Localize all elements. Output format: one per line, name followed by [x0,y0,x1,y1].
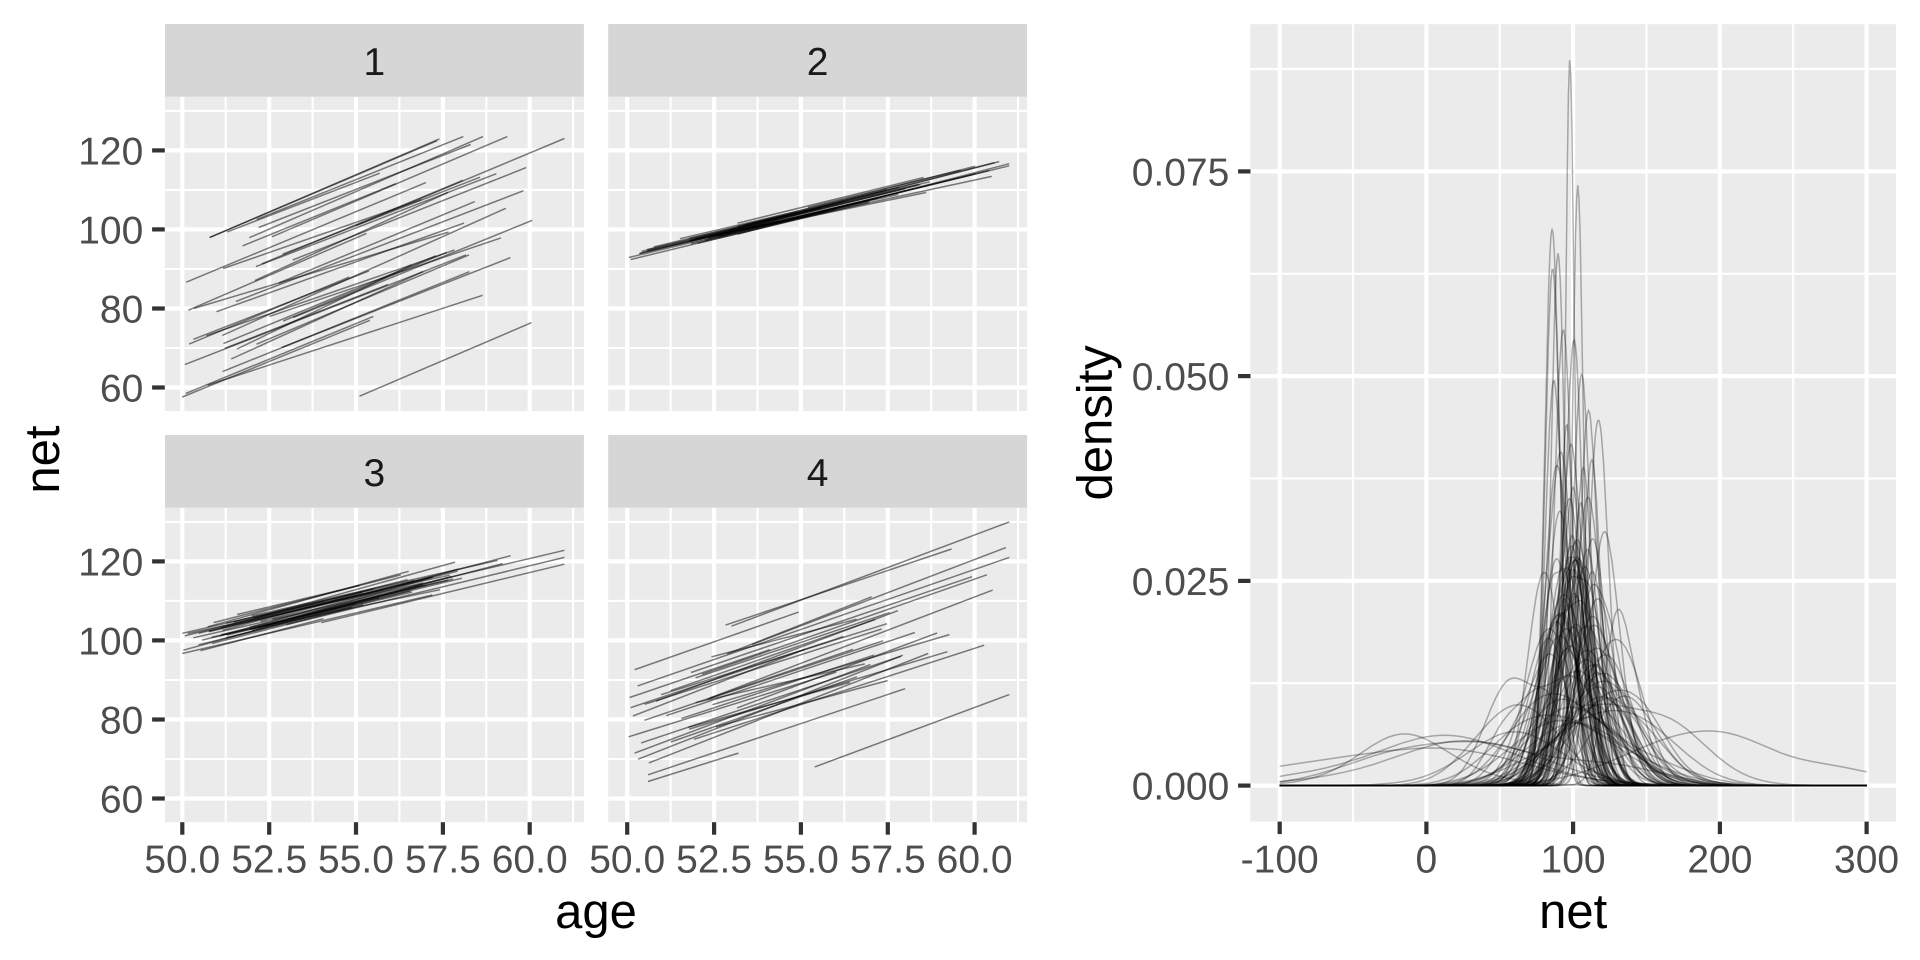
svg-text:net: net [1539,885,1608,939]
svg-text:60.0: 60.0 [492,839,568,882]
svg-text:1: 1 [364,41,386,84]
svg-text:55.0: 55.0 [763,839,839,882]
svg-text:100: 100 [78,210,143,253]
svg-text:57.5: 57.5 [405,839,481,882]
svg-text:60.0: 60.0 [937,839,1013,882]
svg-text:55.0: 55.0 [318,839,394,882]
svg-text:net: net [16,425,70,494]
svg-text:60: 60 [100,779,143,822]
svg-text:300: 300 [1834,839,1899,882]
svg-text:52.5: 52.5 [676,839,752,882]
svg-text:4: 4 [807,452,829,495]
svg-text:100: 100 [1541,839,1606,882]
svg-text:200: 200 [1687,839,1752,882]
svg-text:60: 60 [100,368,143,411]
svg-text:120: 120 [78,542,143,585]
svg-text:52.5: 52.5 [231,839,307,882]
svg-text:3: 3 [364,452,386,495]
svg-text:0.000: 0.000 [1132,766,1230,809]
svg-text:age: age [555,885,637,939]
svg-text:2: 2 [807,41,829,84]
svg-text:50.0: 50.0 [144,839,220,882]
svg-text:120: 120 [78,131,143,174]
svg-text:0.075: 0.075 [1132,152,1230,195]
svg-text:0.025: 0.025 [1132,561,1230,604]
svg-text:80: 80 [100,700,143,743]
svg-text:0.050: 0.050 [1132,356,1230,399]
svg-text:density: density [1069,345,1123,501]
svg-text:80: 80 [100,289,143,332]
svg-text:50.0: 50.0 [589,839,665,882]
svg-text:57.5: 57.5 [850,839,926,882]
svg-text:0: 0 [1416,839,1438,882]
svg-text:100: 100 [78,621,143,664]
svg-text:-100: -100 [1241,839,1319,882]
